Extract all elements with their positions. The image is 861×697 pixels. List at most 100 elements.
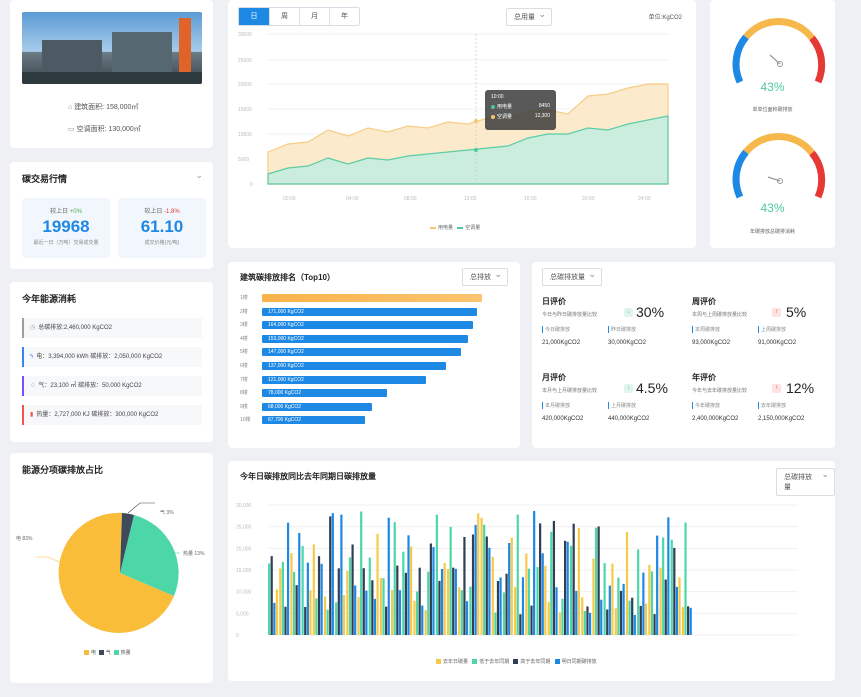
energy-row: ♢ 气：23,100 ㎥ 碳排放：50,000 KgCO2	[22, 376, 202, 396]
svg-text:15000: 15000	[238, 107, 252, 113]
bar-mark	[670, 539, 673, 635]
bar-mark	[458, 587, 461, 635]
thermometer-icon: ▮	[30, 412, 34, 418]
bar-mark	[407, 535, 410, 635]
bar-mark	[342, 595, 346, 635]
bar-mark	[454, 568, 457, 635]
bar-mark	[581, 597, 584, 635]
eval-pct: 12%	[786, 380, 815, 396]
rank-bar[interactable]: 68,000 KgCO2	[262, 402, 372, 411]
rank-bar[interactable]: 78,000 KgCO2	[262, 389, 387, 398]
rank-bar[interactable]: 137,000 KgCO2	[262, 362, 446, 370]
bar-mark	[360, 511, 363, 635]
usage-select[interactable]: 总用量	[506, 8, 552, 26]
bar-mark	[427, 571, 430, 635]
rank-label: 2楼	[240, 308, 248, 315]
chevron-down-icon[interactable]: ⌄	[195, 170, 203, 180]
rank-bar[interactable]: 147,000 KgCO2	[262, 348, 461, 357]
bar-mark	[471, 534, 475, 635]
tab-week[interactable]: 周	[269, 8, 299, 25]
legend-elec: 电	[91, 650, 97, 656]
tab-month[interactable]: 月	[299, 8, 329, 25]
eval-sub: 今年与去年碳排放量比较	[692, 388, 748, 394]
bar-mark	[440, 568, 444, 635]
pie-slice-elec	[58, 512, 174, 633]
tooltip-time: 10:00	[491, 94, 504, 100]
bar-mark	[642, 572, 645, 635]
evaluation-select[interactable]: 总碳排放量	[542, 268, 602, 286]
rank-bar[interactable]: 67,700 KgCO2	[262, 416, 365, 425]
rank-bar[interactable]: 164,000 KgCO2	[262, 321, 473, 330]
rank-bar[interactable]: 153,000 KgCO2	[262, 334, 468, 343]
rank-bar[interactable]: 121,000 KgCO2	[262, 375, 426, 384]
bar-mark	[547, 601, 550, 635]
svg-text:16:00: 16:00	[524, 196, 537, 202]
unit-label: 单位:KgCO2	[648, 15, 682, 21]
bar-mark	[552, 520, 556, 635]
energy-row-text: 热量：2,727,000 KJ 碳排放：300,000 KgCO2	[36, 412, 159, 418]
rank-bar[interactable]	[262, 294, 482, 302]
rank-label: 5楼	[240, 349, 248, 356]
rank-label: 1楼	[240, 295, 248, 301]
y-tick: 20,000	[236, 546, 252, 552]
bar-mark	[563, 540, 567, 635]
y-tick: 25,000	[236, 525, 252, 531]
pie-chart	[36, 502, 180, 633]
building-icon: ⌂	[68, 104, 73, 111]
bar-mark	[675, 586, 679, 635]
energy-row-text: 气：23,100 ㎥ 碳排放：50,000 KgCO2	[38, 383, 142, 389]
bar-mark	[398, 590, 402, 635]
tab-year[interactable]: 年	[329, 8, 359, 25]
gauge-bottom-caption: 年碳排放总碳排消耗	[749, 229, 795, 235]
bar-mark	[275, 589, 278, 635]
bar-mark	[301, 545, 304, 635]
bar-mark	[429, 543, 432, 635]
tab-day[interactable]: 日	[239, 8, 269, 25]
bar-mark	[558, 612, 561, 635]
bar-mark	[521, 577, 525, 635]
gauge-bottom-value: 43%	[760, 201, 785, 215]
eval-pct: 5%	[786, 304, 807, 320]
bar-mark	[678, 577, 681, 635]
ac-area-value: 130,000㎡	[108, 126, 141, 133]
bar-mark	[474, 524, 477, 635]
bar-mark	[488, 547, 491, 635]
rank-bar[interactable]: 171,000 KgCO2	[262, 307, 477, 316]
bar-mark	[648, 564, 651, 635]
evaluation-block: 年评价 今年与去年碳排放量比较 ↑ 12% 今年碳排放 去年碳排放 2,400,…	[692, 372, 830, 440]
ranking-select[interactable]: 总排放	[462, 268, 508, 286]
bar-mark	[387, 517, 390, 635]
eval-pct: 4.5%	[636, 380, 668, 396]
bar-chart-select[interactable]: 总碳排放量	[776, 468, 835, 496]
bar-mark	[592, 558, 595, 635]
bar-mark	[449, 526, 452, 635]
bar-mark	[292, 571, 296, 635]
bar-mark	[346, 570, 349, 635]
bar-mark	[625, 531, 629, 635]
bar-mark	[351, 544, 354, 635]
bar-mark	[502, 592, 506, 635]
ranking-title: 建筑碳排放排名（Top10）	[240, 273, 335, 282]
arrow-down-icon: ↓	[624, 308, 633, 317]
rank-value: 164,000 KgCO2	[268, 322, 304, 329]
bar-mark	[508, 542, 511, 635]
bar-mark	[365, 590, 368, 635]
bar-mark	[446, 568, 450, 635]
trading-title: 碳交易行情	[22, 174, 68, 184]
svg-text:25000: 25000	[238, 58, 252, 64]
eval-l2: 上周碳排放	[758, 326, 786, 333]
bar-mark	[662, 537, 665, 635]
energy-row: ▮ 热量：2,727,000 KJ 碳排放：300,000 KgCO2	[22, 405, 202, 425]
bar-mark	[415, 591, 419, 635]
bar-mark	[326, 609, 329, 635]
evaluation-block: 月评价 本月与上月碳排放量比较 ↓ 4.5% 本月碳排放 上月碳排放 420,0…	[542, 372, 680, 440]
bar-mark	[452, 567, 455, 635]
bar-mark	[331, 513, 334, 635]
svg-text:30000: 30000	[238, 32, 252, 38]
bar-mark	[577, 527, 580, 635]
bar-mark	[286, 522, 290, 635]
bar-mark	[304, 606, 307, 635]
eval-pct: 30%	[636, 304, 665, 320]
bar-mark	[681, 606, 685, 635]
trading-left-panel: 较上日 +0% 19968 最近一日（万吨）交易成交量	[22, 198, 110, 258]
